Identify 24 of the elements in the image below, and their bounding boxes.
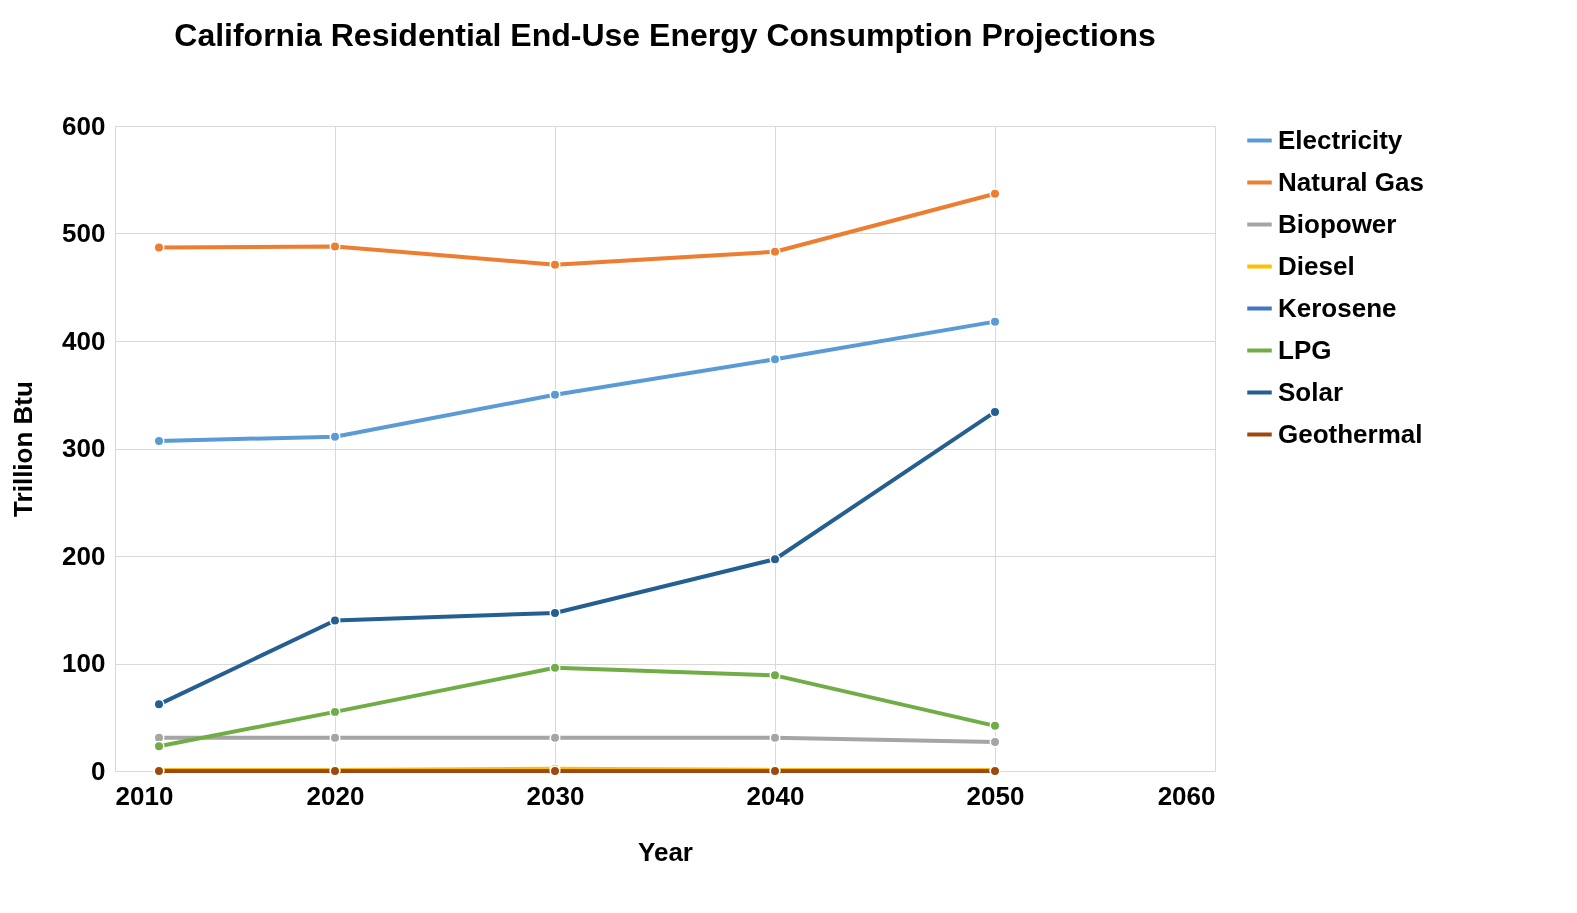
x-axis-title: Year [638,836,693,867]
legend-label: LPG [1278,334,1332,365]
y-tick-label: 0 [91,755,106,786]
legend-label: Electricity [1278,124,1403,155]
chart-title: California Residential End-Use Energy Consumption Projections [174,17,1156,53]
x-tick-label: 2020 [306,780,365,811]
y-tick-label: 200 [62,540,106,571]
x-tick-label: 2030 [526,780,585,811]
x-tick-label: 2060 [1157,780,1216,811]
y-tick-label: 600 [62,110,106,141]
y-tick-label: 300 [62,433,106,463]
x-tick-label: 2040 [746,780,805,811]
legend-label: Biopower [1278,208,1397,239]
legend-label: Solar [1278,376,1344,407]
legend-label: Geothermal [1278,418,1423,449]
y-tick-label: 500 [62,218,106,248]
legend-label: Diesel [1278,250,1355,281]
y-axis-title: Trillion Btu [8,381,39,517]
y-tick-label: 400 [62,325,106,356]
y-tick-label: 100 [62,648,106,678]
x-tick-label: 2010 [115,780,174,811]
legend-label: Natural Gas [1278,166,1424,197]
legend-label: Kerosene [1278,292,1397,323]
x-tick-label: 2050 [966,780,1025,811]
